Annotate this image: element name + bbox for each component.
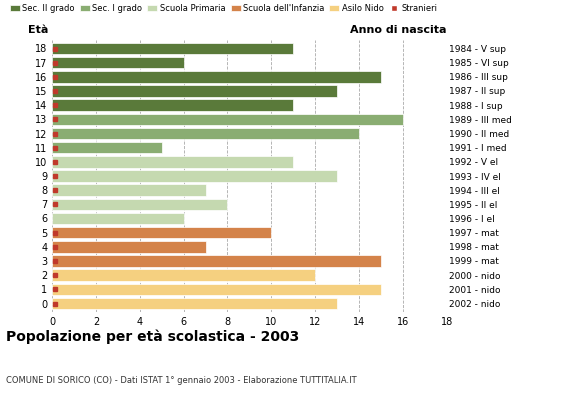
Bar xyxy=(52,269,315,281)
Bar xyxy=(52,227,271,238)
Text: Popolazione per età scolastica - 2003: Popolazione per età scolastica - 2003 xyxy=(6,330,299,344)
Bar xyxy=(52,198,227,210)
Bar xyxy=(52,156,293,168)
Bar xyxy=(52,298,337,309)
Bar xyxy=(52,170,337,182)
Bar xyxy=(52,99,293,111)
Bar xyxy=(52,184,205,196)
Text: Anno di nascita: Anno di nascita xyxy=(350,24,447,34)
Bar xyxy=(52,128,359,139)
Bar xyxy=(52,142,162,154)
Bar xyxy=(52,284,381,295)
Bar xyxy=(52,71,381,83)
Bar xyxy=(52,85,337,97)
Bar xyxy=(52,241,205,253)
Bar xyxy=(52,255,381,267)
Bar xyxy=(52,57,184,68)
Bar xyxy=(52,43,293,54)
Text: Età: Età xyxy=(28,24,48,34)
Bar xyxy=(52,114,403,125)
Legend: Sec. II grado, Sec. I grado, Scuola Primaria, Scuola dell'Infanzia, Asilo Nido, : Sec. II grado, Sec. I grado, Scuola Prim… xyxy=(10,4,437,13)
Text: COMUNE DI SORICO (CO) - Dati ISTAT 1° gennaio 2003 - Elaborazione TUTTITALIA.IT: COMUNE DI SORICO (CO) - Dati ISTAT 1° ge… xyxy=(6,376,357,385)
Bar xyxy=(52,213,184,224)
